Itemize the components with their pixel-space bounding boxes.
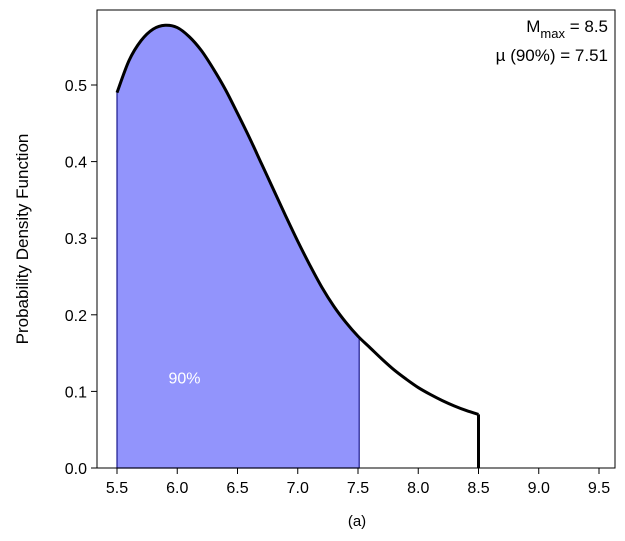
y-tick-label: 0.3	[65, 231, 87, 248]
x-tick-label: 9.5	[588, 480, 610, 497]
x-axis: 5.5 6.0 6.5 7.0 7.5 8.0 8.5 9.0 9.5	[106, 468, 610, 497]
y-tick-label: 0.4	[65, 155, 87, 172]
x-tick-label: 9.0	[528, 480, 550, 497]
y-axis: 0.0 0.1 0.2 0.3 0.4 0.5	[65, 78, 97, 478]
y-tick-label: 0.1	[65, 384, 87, 401]
x-tick-label: 5.5	[106, 480, 128, 497]
figure-caption: (a)	[348, 513, 366, 530]
mu-annotation: µ (90%) = 7.51	[496, 46, 608, 65]
y-axis-label: Probability Density Function	[13, 134, 32, 345]
x-tick-label: 6.5	[226, 480, 248, 497]
plot-frame	[96, 9, 616, 469]
shaded-region-label: 90%	[168, 370, 200, 387]
y-tick-label: 0.0	[65, 461, 87, 478]
x-tick-label: 8.0	[407, 480, 429, 497]
x-tick-label: 7.5	[347, 480, 369, 497]
y-tick-label: 0.2	[65, 308, 87, 325]
x-tick-label: 6.0	[166, 480, 188, 497]
mmax-annotation: Mmax = 8.5	[526, 17, 608, 41]
x-tick-label: 7.0	[287, 480, 309, 497]
pdf-curve	[115, 23, 479, 416]
y-tick-label: 0.5	[65, 78, 87, 95]
x-tick-label: 8.5	[467, 480, 489, 497]
